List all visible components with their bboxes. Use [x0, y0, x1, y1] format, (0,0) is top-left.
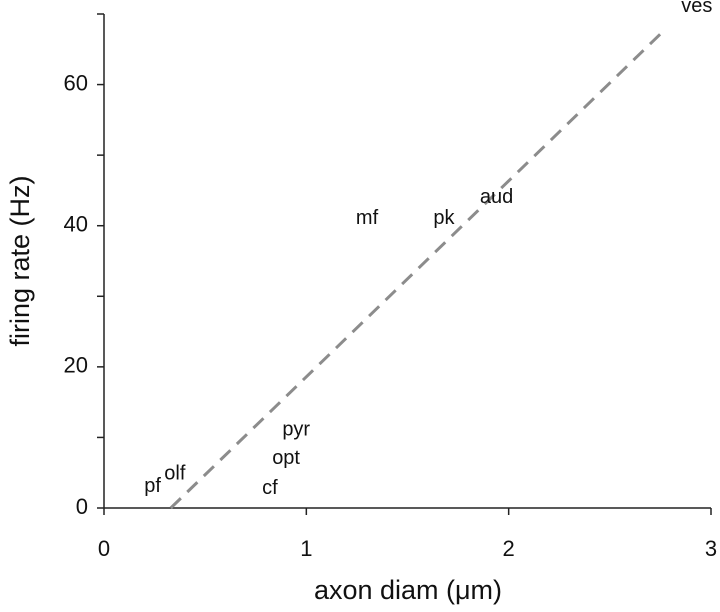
point-label: mf [356, 207, 379, 229]
x-axis-label: axon diam (μm) [314, 575, 502, 605]
y-tick-label: 60 [64, 70, 88, 95]
x-tick-label: 1 [300, 536, 312, 561]
x-tick-label: 3 [705, 536, 717, 561]
point-label: pyr [282, 419, 310, 441]
point-label: opt [272, 447, 300, 469]
y-tick-label: 40 [64, 212, 88, 237]
fit-line [169, 27, 668, 510]
point-label: ves [681, 0, 712, 17]
point-label: pk [433, 207, 455, 229]
x-tick-label: 0 [98, 536, 110, 561]
point-label: pf [144, 475, 161, 497]
point-label: aud [480, 186, 513, 208]
y-axis-label: firing rate (Hz) [5, 175, 35, 346]
y-tick-label: 20 [64, 353, 88, 378]
point-label: cf [262, 477, 278, 499]
y-tick-label: 0 [76, 494, 88, 519]
x-tick-label: 2 [503, 536, 515, 561]
point-label: olf [164, 462, 186, 484]
